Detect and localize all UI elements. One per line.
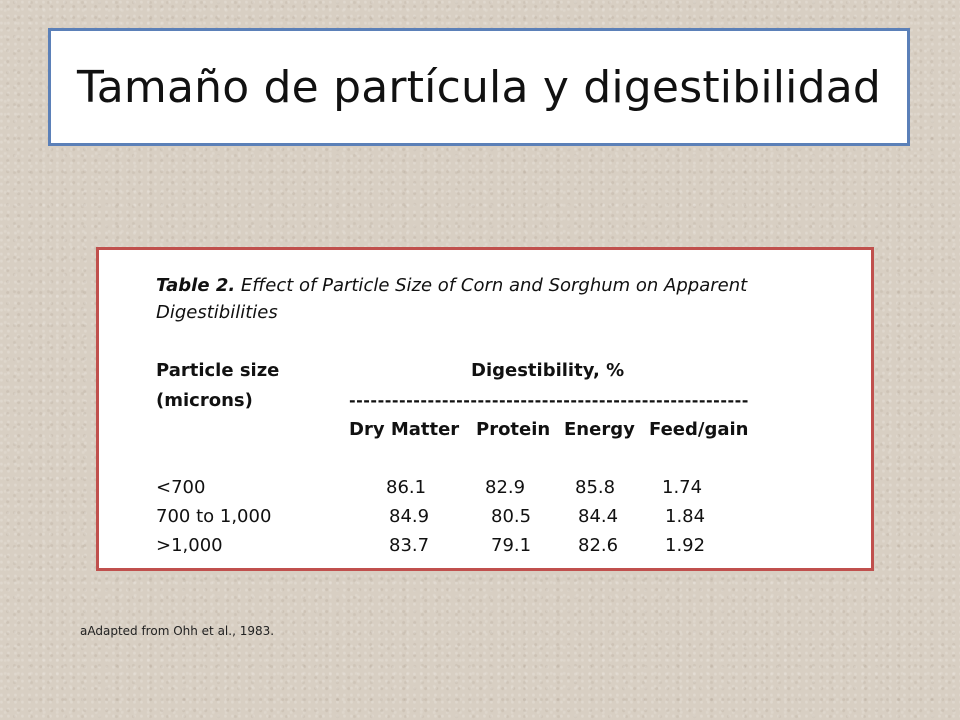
row-feed-gain: 1.74 [662,477,703,498]
row-dry-matter: 84.9 [389,506,430,527]
row-energy: 85.8 [575,477,616,498]
row-energy: 82.6 [578,535,619,556]
row-size: 700 to 1,000 [156,506,272,527]
column-energy: Energy [564,419,635,440]
row-protein: 79.1 [491,535,532,556]
row-protein: 80.5 [491,506,532,527]
row-protein: 82.9 [485,477,526,498]
table-box: Table 2. Effect of Particle Size of Corn… [96,247,874,571]
row-dry-matter: 83.7 [389,535,430,556]
column-dry-matter: Dry Matter [349,419,460,440]
header-dashes: ----------------------------------------… [349,391,749,410]
table-caption: Table 2. Effect of Particle Size of Corn… [156,272,836,326]
row-size: <700 [156,477,206,498]
slide-title: Tamaño de partícula y digestibilidad [76,61,882,113]
footnote: aAdapted from Ohh et al., 1983. [80,624,275,638]
header-particle-size: Particle size [156,360,280,381]
row-energy: 84.4 [578,506,619,527]
row-feed-gain: 1.84 [665,506,706,527]
column-protein: Protein [476,419,551,440]
row-dry-matter: 86.1 [386,477,427,498]
row-size: >1,000 [156,535,223,556]
column-feed-gain: Feed/gain [649,419,749,440]
title-box: Tamaño de partícula y digestibilidad [48,28,910,146]
caption-number: Table 2. [156,275,236,296]
caption-text: Effect of Particle Size of Corn and Sorg… [156,275,748,323]
header-microns: (microns) [156,390,253,411]
row-feed-gain: 1.92 [665,535,706,556]
header-digestibility: Digestibility, % [471,360,625,381]
